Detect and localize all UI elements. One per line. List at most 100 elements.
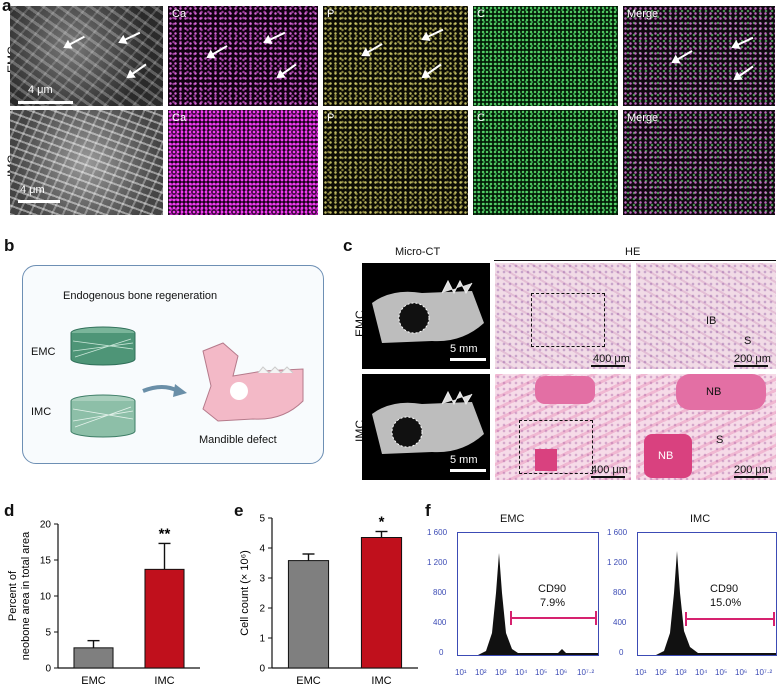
- y-tick-label: 1 600: [607, 528, 628, 537]
- scale-label: 200 μm: [734, 353, 771, 365]
- y-tick-label: 400: [433, 618, 447, 627]
- he-image-imc-low: 400 μm: [495, 374, 631, 480]
- y-tick-label: 20: [40, 520, 52, 531]
- x-tick-label: 10¹: [635, 668, 647, 677]
- neobone-region: [644, 434, 692, 478]
- category-label: IMC: [154, 675, 174, 687]
- panel-b-title: Endogenous bone regeneration: [63, 290, 218, 302]
- label-mandible-defect: Mandible defect: [199, 434, 277, 446]
- y-axis-label: Percent of: [7, 570, 19, 621]
- y-tick-label: 0: [439, 648, 444, 657]
- y-tick-label: 2: [259, 604, 265, 615]
- gate-percent: 15.0%: [710, 597, 742, 609]
- arrow-icon: [264, 31, 286, 43]
- x-tick-label: 10⁷·²: [755, 668, 773, 677]
- scaffold-imc: [70, 394, 136, 438]
- gate-percent: 7.9%: [540, 597, 566, 609]
- bar-imc: [360, 537, 403, 669]
- p-map-emc: P: [323, 6, 468, 106]
- tile-label-ca: Ca: [172, 8, 187, 20]
- y-tick-label: 800: [433, 588, 447, 597]
- x-tick-label: 10³: [495, 668, 507, 677]
- scale-label: 400 μm: [591, 464, 628, 476]
- neobone-region: [535, 376, 595, 404]
- bar-emc: [73, 647, 114, 669]
- x-tick-label: 10⁴: [515, 668, 528, 677]
- label-microct: Micro-CT: [395, 246, 441, 258]
- he-image-imc-high: NB NB S 200 μm: [636, 374, 776, 480]
- category-label: EMC: [81, 675, 106, 687]
- flow-title-emc: EMC: [500, 513, 525, 525]
- y-tick-label: 1 200: [607, 558, 628, 567]
- scaffold-diagram: [70, 326, 304, 438]
- tile-label-merge: Merge: [627, 112, 659, 124]
- significance-mark: **: [159, 525, 171, 542]
- panel-d-label: d: [4, 501, 15, 520]
- y-tick-label: 1 200: [427, 558, 448, 567]
- x-tick-label: 10⁴: [695, 668, 708, 677]
- y-tick-label: 1 600: [427, 528, 448, 537]
- y-tick-label: 0: [619, 648, 624, 657]
- panel-b-frame: Endogenous bone regeneration EMC IMC Man…: [22, 265, 324, 464]
- x-tick-label: 10⁵: [535, 668, 548, 677]
- mandible-icon: [202, 342, 304, 422]
- arrow-icon: [127, 63, 147, 78]
- marker-label: CD90: [538, 583, 567, 595]
- he-header-line: [494, 260, 776, 261]
- tile-label-c: C: [477, 8, 485, 20]
- zoom-region: [519, 420, 593, 474]
- histogram: [478, 553, 598, 655]
- x-tick-label: 10⁵: [715, 668, 728, 677]
- scale-bar: [734, 476, 768, 478]
- significance-mark: *: [379, 514, 385, 531]
- bar-imc: [144, 568, 185, 669]
- zoom-region: [531, 293, 605, 347]
- y-tick-label: 400: [613, 618, 627, 627]
- scale-bar: [734, 365, 768, 367]
- tile-label-merge: Merge: [627, 8, 659, 20]
- label-ib: IB: [706, 315, 717, 327]
- scale-label: 5 mm: [450, 343, 478, 355]
- scale-bar: [591, 476, 625, 478]
- y-tick-label: 800: [613, 588, 627, 597]
- panel-e-label: e: [234, 501, 244, 520]
- tile-label-p: P: [327, 8, 335, 20]
- c-map-emc: C: [473, 6, 618, 106]
- label-nb: NB: [658, 450, 674, 462]
- flow-axes: CD90 15.0%: [637, 532, 777, 656]
- tile-label-ca: Ca: [172, 112, 187, 124]
- sem-image-imc: 4 μm: [10, 110, 163, 215]
- y-tick-label: 0: [45, 664, 51, 675]
- x-tick-label: 10⁶: [735, 668, 748, 677]
- microct-image-imc: 5 mm: [362, 374, 490, 480]
- label-he: HE: [625, 246, 641, 258]
- arrow-icon: [119, 31, 141, 43]
- he-image-emc-high: IB S 200 μm: [636, 263, 776, 369]
- scale-bar: [450, 358, 486, 361]
- chart-svg: 0 5 10 15 20 EMC IMC ** Percent of neobone area i…: [7, 520, 200, 687]
- flow-axes: CD90 7.9%: [457, 532, 599, 656]
- he-image-emc-low: 400 μm: [495, 263, 631, 369]
- p-map-imc: P: [323, 110, 468, 215]
- category-label: IMC: [371, 675, 391, 687]
- y-axis-label: neobone area in total area: [20, 531, 32, 660]
- microct-image-emc: 5 mm: [362, 263, 490, 369]
- curved-arrow-icon: [142, 385, 179, 393]
- arrow-icon: [422, 28, 444, 40]
- chart-svg: 0 1 2 3 4 5 EMC IMC * Cell count (× 10⁶): [239, 514, 418, 687]
- chart-cell-count: 0 1 2 3 4 5 EMC IMC * Cell count (× 10⁶): [228, 500, 428, 690]
- marker-label: CD90: [710, 583, 739, 595]
- y-tick-label: 15: [40, 556, 52, 567]
- scale-bar: [591, 365, 625, 367]
- merge-map-imc: Merge: [623, 110, 775, 215]
- x-tick-label: 10⁶: [555, 668, 568, 677]
- merge-map-emc: Merge: [623, 6, 775, 106]
- scaffold-emc: [70, 326, 136, 366]
- chart-neobone-area: 0 5 10 15 20 EMC IMC ** Percent of neobone area i…: [0, 500, 215, 690]
- arrow-icon: [672, 50, 693, 63]
- x-tick-label: 10²: [655, 668, 667, 677]
- panel-b-label: b: [4, 236, 15, 255]
- ca-map-imc: Ca: [168, 110, 318, 215]
- scale-label: 4 μm: [20, 184, 45, 196]
- y-axis-label: Cell count (× 10⁶): [239, 550, 251, 636]
